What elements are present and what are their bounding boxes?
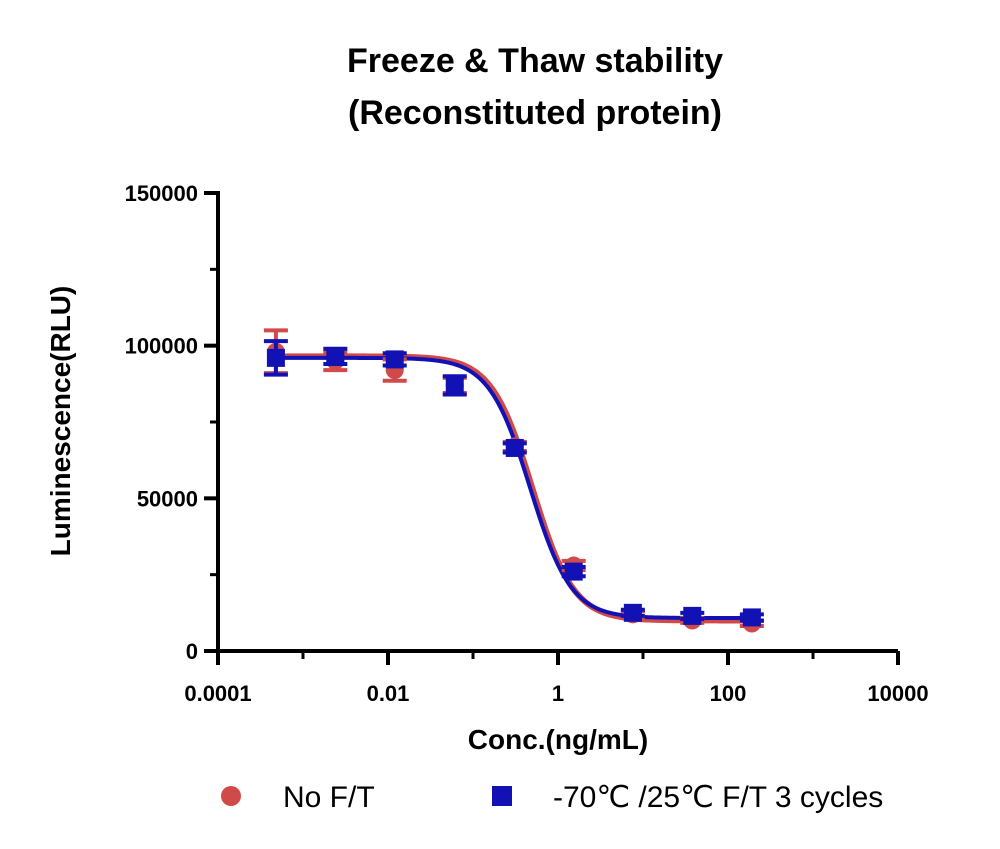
y-axis: 0 50000 100000 150000 — [125, 181, 220, 664]
fit-curve — [269, 353, 758, 624]
x-tick-label: 0.0001 — [184, 681, 251, 706]
legend-label: No F/T — [283, 781, 375, 814]
data-point — [445, 376, 464, 395]
y-tick-label: 100000 — [125, 334, 198, 359]
chart-title: Freeze & Thaw stability — [347, 42, 723, 80]
data-point — [266, 348, 285, 367]
y-tick-label: 0 — [186, 639, 198, 664]
data-point — [742, 608, 761, 627]
data-point — [505, 438, 524, 457]
data-point — [564, 562, 583, 581]
data-point — [623, 603, 642, 622]
chart-subtitle: (Reconstituted protein) — [348, 94, 722, 132]
legend-marker — [221, 786, 241, 806]
x-tick-label: 10000 — [867, 681, 928, 706]
y-tick-label: 150000 — [125, 181, 198, 206]
legend: No F/T -70℃ /25℃ F/T 3 cycles — [221, 781, 883, 814]
data-point — [326, 347, 345, 366]
fit-curve — [269, 355, 758, 621]
plot-area — [263, 328, 764, 633]
data-point — [385, 350, 404, 369]
y-axis-label: Luminescence(RLU) — [45, 286, 76, 557]
x-axis: 0.0001 0.01 1 100 10000 — [184, 649, 929, 706]
y-tick-label: 50000 — [137, 486, 198, 511]
legend-marker — [492, 786, 512, 806]
x-tick-label: 1 — [552, 681, 564, 706]
data-point — [683, 606, 702, 625]
x-axis-label: Conc.(ng/mL) — [468, 724, 648, 755]
x-tick-label: 100 — [710, 681, 747, 706]
legend-label: -70℃ /25℃ F/T 3 cycles — [553, 781, 883, 814]
x-tick-label: 0.01 — [367, 681, 410, 706]
